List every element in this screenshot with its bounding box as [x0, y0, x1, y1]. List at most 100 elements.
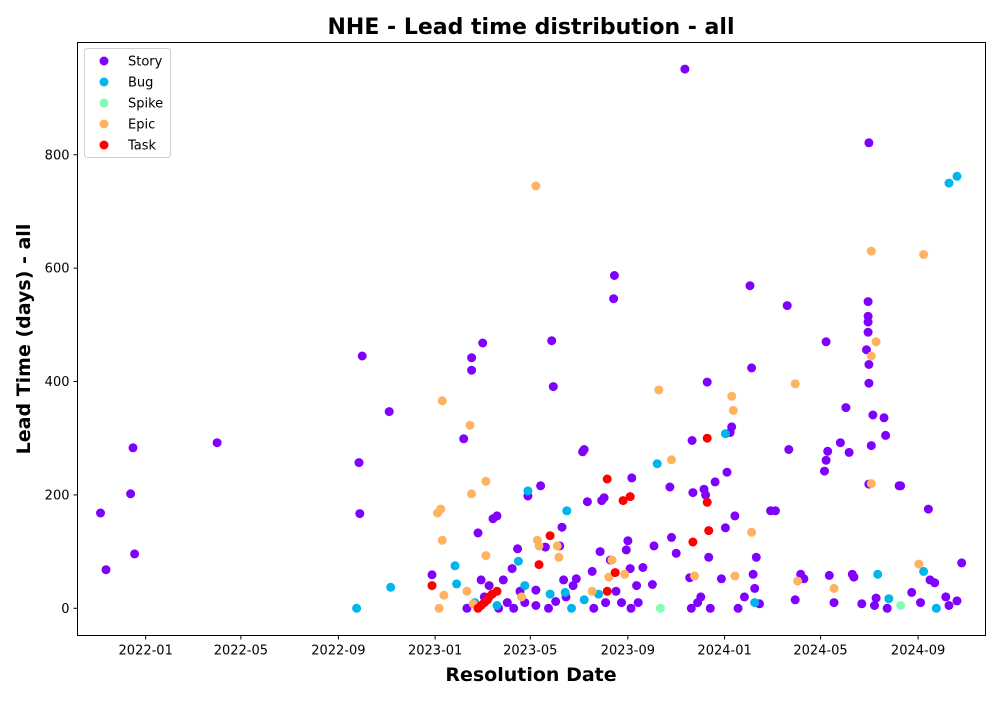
- data-point-story: [835, 438, 845, 448]
- data-point-story: [548, 382, 558, 392]
- data-point-story: [551, 597, 561, 606]
- data-point-story: [427, 570, 437, 580]
- data-point-story: [609, 271, 619, 280]
- data-point-story: [720, 523, 730, 533]
- data-point-story: [866, 441, 876, 451]
- data-point-story: [667, 532, 676, 542]
- data-point-story: [625, 564, 635, 574]
- data-point-epic: [871, 337, 881, 347]
- data-point-story: [896, 481, 906, 491]
- data-point-story: [354, 458, 364, 468]
- data-point-story: [747, 363, 757, 373]
- data-point-story: [476, 575, 486, 585]
- data-point-bug: [750, 598, 760, 608]
- data-point-story: [623, 536, 633, 546]
- plot-area: [96, 64, 967, 613]
- data-point-epic: [554, 552, 564, 562]
- data-point-bug: [513, 556, 523, 566]
- data-point-story: [680, 64, 690, 74]
- data-point-bug: [562, 506, 572, 516]
- x-axis-label: Resolution Date: [445, 664, 616, 686]
- x-tick-label: 2023-01: [408, 644, 462, 659]
- data-point-epic: [439, 590, 449, 600]
- data-point-epic: [587, 586, 597, 596]
- y-tick-label: 800: [45, 148, 70, 163]
- data-point-story: [589, 603, 599, 613]
- data-point-story: [559, 575, 569, 585]
- data-point-task: [427, 581, 437, 591]
- data-point-story: [739, 592, 749, 602]
- data-point-epic: [793, 576, 803, 586]
- data-point-story: [509, 603, 519, 613]
- data-point-story: [862, 345, 871, 355]
- data-point-story: [568, 581, 578, 591]
- data-point-story: [730, 511, 740, 521]
- data-point-epic: [531, 181, 541, 191]
- x-tick-label: 2023-05: [503, 644, 557, 659]
- data-point-story: [507, 564, 517, 574]
- data-point-story: [212, 438, 222, 448]
- data-point-epic: [914, 559, 924, 569]
- data-point-bug: [919, 566, 929, 576]
- data-point-epic: [534, 541, 544, 551]
- data-point-task: [545, 531, 555, 541]
- data-point-story: [750, 583, 760, 593]
- data-point-story: [844, 447, 854, 457]
- data-point-bug: [492, 601, 502, 610]
- series-spike: [655, 601, 906, 613]
- x-tick-label: 2022-05: [214, 644, 268, 659]
- data-point-bug: [560, 587, 570, 597]
- data-point-epic: [730, 571, 740, 581]
- data-point-story: [823, 446, 833, 456]
- data-point-story: [502, 598, 512, 608]
- data-point-bug: [450, 561, 460, 571]
- data-point-story: [126, 489, 136, 499]
- legend: Story Bug Spike Epic Task: [84, 48, 171, 158]
- data-point-epic: [919, 250, 929, 259]
- data-point-story: [484, 581, 494, 591]
- data-point-epic: [727, 391, 737, 401]
- data-point-epic: [436, 504, 446, 514]
- data-point-story: [702, 377, 712, 387]
- data-point-story: [130, 549, 140, 559]
- data-point-story: [649, 541, 659, 551]
- data-point-epic: [620, 569, 630, 579]
- data-point-story: [704, 552, 714, 562]
- data-point-bug: [931, 603, 941, 613]
- data-point-story: [498, 575, 508, 585]
- data-point-story: [665, 482, 675, 492]
- data-point-task: [625, 492, 635, 502]
- data-point-story: [930, 578, 940, 588]
- data-point-story: [879, 413, 889, 423]
- data-point-epic: [866, 351, 876, 361]
- data-point-story: [782, 301, 792, 311]
- data-point-story: [733, 603, 743, 613]
- legend-marker: [99, 140, 109, 150]
- data-point-story: [513, 544, 523, 554]
- data-point-epic: [747, 527, 757, 537]
- legend-marker: [99, 119, 109, 129]
- data-point-story: [857, 599, 867, 609]
- y-axis-label: Lead Time (days) - all: [13, 224, 35, 455]
- plot-frame: [77, 42, 986, 636]
- data-point-story: [770, 506, 780, 516]
- legend-box: [84, 48, 171, 158]
- data-point-epic: [437, 396, 447, 406]
- series-task: [427, 433, 714, 613]
- y-axis: 0 200 400 600 800: [45, 148, 78, 617]
- data-point-epic: [667, 455, 676, 465]
- data-point-epic: [866, 479, 876, 489]
- legend-label: Story: [128, 55, 163, 70]
- data-point-epic: [437, 535, 447, 545]
- data-point-bug: [386, 582, 396, 592]
- data-point-epic: [728, 405, 738, 415]
- legend-label: Task: [127, 139, 157, 154]
- data-point-task: [534, 560, 544, 570]
- data-point-story: [626, 603, 636, 613]
- x-tick-label: 2022-09: [311, 644, 365, 659]
- data-point-story: [923, 504, 933, 514]
- data-point-story: [944, 601, 954, 610]
- data-point-story: [952, 596, 962, 606]
- data-point-story: [128, 443, 138, 453]
